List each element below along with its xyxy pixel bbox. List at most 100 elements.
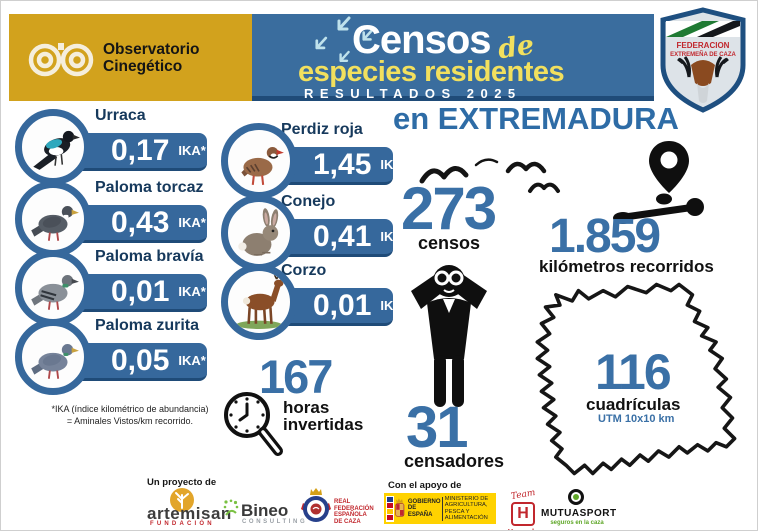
ika-unit: IKA* <box>380 229 408 244</box>
species-name: Corzo <box>281 262 327 279</box>
bineo-logo-icon <box>223 499 239 516</box>
support-label: Con el apoyo de <box>388 480 462 491</box>
ika-unit: IKA* <box>178 143 206 158</box>
stat-kilometros-value: 1.859 <box>549 210 661 263</box>
stat-censadores-label: censadores <box>404 451 505 471</box>
roe-deer-icon <box>236 274 284 329</box>
magpie-icon <box>33 130 80 170</box>
ika-unit: IKA* <box>178 215 206 230</box>
region-heading: en EXTREMADURA <box>393 101 679 136</box>
hornady-logo: Team H Hornady <box>504 484 542 530</box>
species-name: Perdiz roja <box>281 121 363 138</box>
stat-horas-label: horas invertidas <box>283 398 364 434</box>
route-pin-icon <box>613 141 704 224</box>
footnote-line1: *IKA (índice kilométrico de abundancia) <box>51 404 209 414</box>
species-name: Urraca <box>95 107 146 124</box>
banner-subtitle: especies residentes <box>298 56 565 88</box>
ika-value: 1,45 <box>313 147 372 181</box>
flag-red-band <box>387 503 394 508</box>
deer-head-icon <box>677 56 729 103</box>
urraca-photo <box>15 109 91 185</box>
rfec-name: REAL FEDERACIÓN ESPAÑOLA DE CAZA <box>334 499 374 525</box>
coat-of-arms-icon <box>395 497 405 517</box>
hornady-team-text: Team <box>510 487 536 503</box>
species-name: Paloma bravía <box>95 248 204 265</box>
conejo-photo <box>221 195 297 271</box>
artemisan-sub: FUNDACIÓN <box>150 521 215 527</box>
ika-unit: IKA* <box>380 298 408 313</box>
stat-censadores-value: 31 <box>406 395 468 460</box>
federation-shield-logo: FEDERACION EXTREMEÑA DE CAZA <box>660 7 746 113</box>
org-name: Observatorio Cinegético <box>103 41 200 75</box>
paloma-zurita-photo <box>15 319 91 395</box>
mutuasport-sub: seguros en la caza <box>550 520 604 526</box>
bird-tracks-icon <box>315 16 374 63</box>
flag-red-band <box>387 515 394 520</box>
footnote-line2: = Aminales Vistos/km recorrido. <box>66 416 194 426</box>
ika-value: 0,43 <box>111 205 170 239</box>
species-card-paloma-bravia: 0,01 IKA* Paloma bravía <box>11 248 207 332</box>
binoculars-logo-icon <box>28 43 94 77</box>
ika-value: 0,05 <box>111 343 170 377</box>
gobierno-divider <box>441 496 443 521</box>
artemisan-logo-icon <box>170 488 194 512</box>
ika-value: 0,01 <box>111 274 170 308</box>
mutuasport-dot <box>573 494 579 500</box>
header-banner: Censos de especies residentes RESULTADOS… <box>252 14 654 101</box>
ika-value: 0,17 <box>111 133 170 167</box>
flying-birds-icon <box>419 158 560 193</box>
flag-blue-band <box>387 497 394 502</box>
bineo-sub: CONSULTING <box>242 519 308 525</box>
species-card-corzo: 0,01 IKA* Corzo <box>217 262 408 346</box>
clock-magnifier-icon <box>224 392 283 456</box>
project-label: Un proyecto de <box>147 477 217 488</box>
ika-footnote: *IKA (índice kilométrico de abundancia) … <box>37 403 223 427</box>
species-card-paloma-torcaz: 0,43 IKA* Paloma torcaz <box>11 179 207 263</box>
perdiz-roja-photo <box>221 123 297 199</box>
stat-censos-value: 273 <box>401 175 497 242</box>
gobierno-espana-logo: GOBIERNO DE ESPAÑA MINISTERIO DE AGRICUL… <box>384 493 496 524</box>
corzo-photo <box>221 264 297 340</box>
mutuasport-name: MUTUASPORT <box>541 508 617 519</box>
species-name: Conejo <box>281 193 336 210</box>
ika-unit: IKA* <box>178 353 206 368</box>
stat-censos-label: censos <box>418 233 481 253</box>
hornady-name: Hornady <box>504 527 542 530</box>
species-name: Paloma torcaz <box>95 179 204 196</box>
header-gold-box: Observatorio Cinegético <box>9 14 252 101</box>
species-name: Paloma zurita <box>95 317 200 334</box>
ika-value: 0,01 <box>313 288 372 322</box>
ika-unit: IKA* <box>380 157 408 172</box>
flag-yellow-band <box>387 509 394 514</box>
stat-kilometros-label: kilómetros recorridos <box>539 257 714 276</box>
stat-cuadriculas-sublabel: UTM 10x10 km <box>598 413 675 425</box>
banner-title: Censos <box>352 18 491 62</box>
paloma-bravia-photo <box>15 250 91 326</box>
stat-cuadriculas-value: 116 <box>595 344 672 400</box>
rock-pigeon-icon <box>31 275 79 310</box>
ika-pill: 0,41 IKA* <box>269 219 408 257</box>
gobierno-text: GOBIERNO DE ESPAÑA <box>407 498 441 518</box>
paloma-torcaz-photo <box>15 181 91 257</box>
stock-dove-icon <box>31 344 79 379</box>
stat-cuadriculas-label: cuadrículas <box>586 395 681 414</box>
artemisan-name: artemisan <box>147 504 232 523</box>
hornady-h-icon: H <box>511 502 535 526</box>
extremadura-map-outline <box>535 282 737 476</box>
observer-person-icon <box>411 265 487 407</box>
bineo-name: Bineo <box>241 501 289 520</box>
ika-unit: IKA* <box>178 284 206 299</box>
stat-horas-value: 167 <box>259 350 333 403</box>
federation-name-line1: FEDERACION <box>677 41 730 50</box>
mutuasport-logo-icon <box>568 489 584 505</box>
ika-value: 0,41 <box>313 219 372 253</box>
species-card-urraca: 0,17 IKA* Urraca <box>11 107 207 191</box>
ministerio-text: MINISTERIO DE AGRICULTURA, PESCA Y ALIME… <box>444 496 489 521</box>
species-card-perdiz-roja: 1,45 IKA* Perdiz roja <box>217 121 408 205</box>
rabbit-icon <box>238 208 279 256</box>
banner-results-line: RESULTADOS 2025 <box>304 86 522 101</box>
species-card-paloma-zurita: 0,05 IKA* Paloma zurita <box>11 317 207 401</box>
spain-flag-icon <box>386 495 395 522</box>
wood-pigeon-icon <box>31 206 79 241</box>
